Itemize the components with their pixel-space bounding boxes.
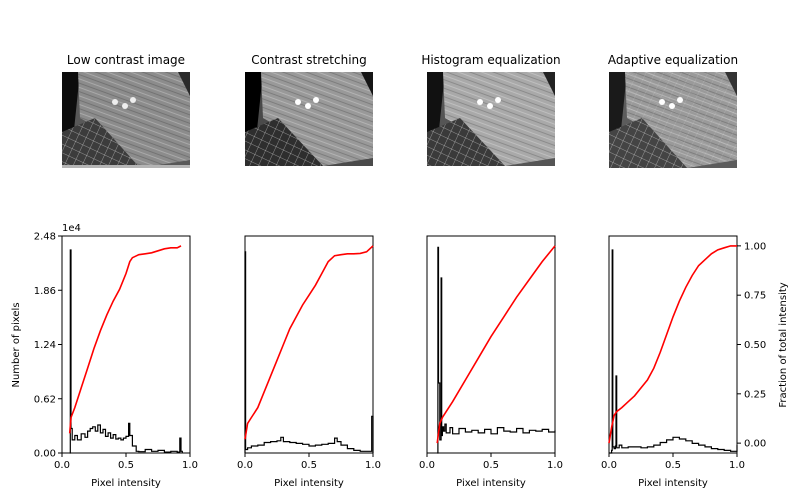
plot-frame [426,235,556,454]
x-tick-label: 1.0 [729,460,745,471]
histogram-line [244,251,374,453]
x-axis-label: Pixel intensity [274,478,344,489]
plot-frame [244,235,374,454]
histogram-plot-low-contrast: 0.0 0.5 1.0 0.00 0.62 1.24 1.86 2.48 [34,232,198,472]
histogram-plot-contrast-stretching: 0.0 0.5 1.0 [237,235,381,471]
histogram-equalized-image [427,72,555,166]
plot-frame [61,235,191,454]
low-contrast-image [62,72,190,168]
y-tick-label: 1.86 [34,286,56,297]
y-tick-label: 0.00 [34,449,56,460]
y-offset-label: 1e4 [62,223,81,234]
x-axis-label: Pixel intensity [91,478,161,489]
y-tick-label: 2.48 [34,232,56,243]
x-tick-label: 0.0 [237,460,253,471]
cdf-line [244,245,374,440]
y2-tick-label: 0.75 [744,291,766,302]
contrast-stretched-image [245,72,373,166]
adaptive-equalized-image [609,72,737,168]
y2-tick-label: 0.25 [744,389,766,400]
y-axis-label: Number of pixels [11,302,22,387]
secondary-y-axis-label: Fraction of total intensity [778,282,789,407]
x-axis-label: Pixel intensity [456,478,526,489]
x-tick-label: 0.5 [483,460,499,471]
histogram-plot-adaptive-equalization: 0.0 0.5 1.0 0.00 0.25 0.50 0.75 1.00 [601,235,766,471]
x-tick-label: 0.5 [665,460,681,471]
cdf-line [68,245,182,434]
x-tick-label: 1.0 [365,460,381,471]
y-tick-label: 0.62 [34,394,56,405]
panel-title-low-contrast: Low contrast image [67,53,185,67]
x-tick-label: 0.5 [301,460,317,471]
cdf-line [608,245,737,444]
x-tick-label: 0.0 [419,460,435,471]
y-tick-label: 1.24 [34,340,56,351]
panel-title-adaptive-equalization: Adaptive equalization [608,53,738,67]
plot-frame [608,235,738,454]
histogram-line [69,249,183,454]
y2-tick-label: 0.50 [744,340,766,351]
histogram-plot-histogram-equalization: 0.0 0.5 1.0 [419,235,563,471]
x-tick-label: 0.5 [118,460,134,471]
x-tick-label: 0.0 [601,460,617,471]
y2-tick-label: 1.00 [744,241,766,252]
x-tick-label: 1.0 [547,460,563,471]
cdf-line [436,245,556,444]
histogram-line [437,246,556,454]
y2-tick-label: 0.00 [744,439,766,450]
x-axis-label: Pixel intensity [638,478,708,489]
x-tick-label: 1.0 [182,460,198,471]
panel-title-histogram-equalization: Histogram equalization [421,53,560,67]
x-tick-label: 0.0 [54,460,70,471]
panel-title-contrast-stretching: Contrast stretching [251,53,367,67]
histogram-line [609,249,738,454]
